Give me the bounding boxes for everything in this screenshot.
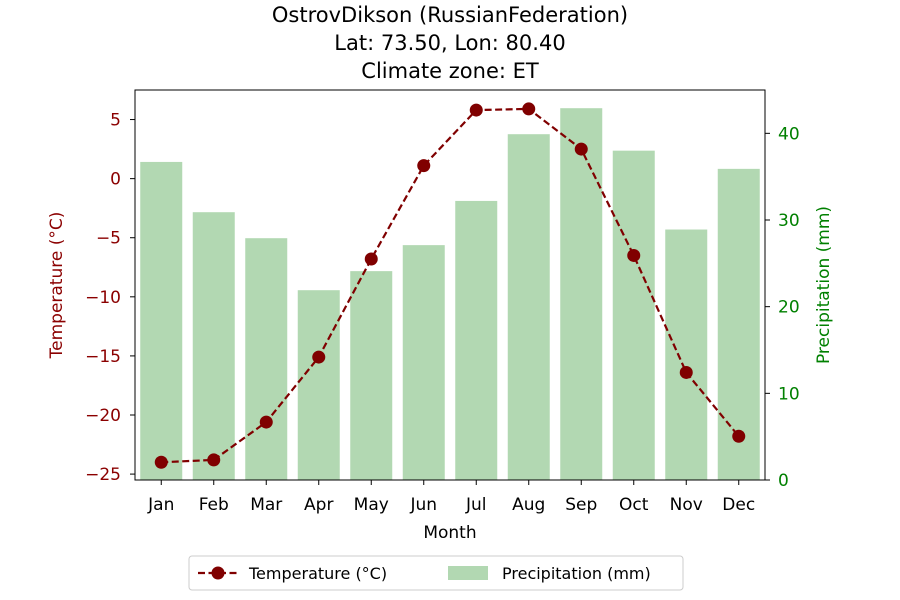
temperature-point-mar bbox=[259, 415, 273, 429]
x-tick-label-feb: Feb bbox=[199, 495, 229, 515]
title-line-1: OstrovDikson (RussianFederation) bbox=[272, 3, 628, 27]
precipitation-bar-nov bbox=[665, 229, 708, 480]
temperature-point-aug bbox=[522, 102, 536, 116]
temperature-point-dec bbox=[732, 429, 746, 443]
right-tick-label: 10 bbox=[778, 384, 800, 404]
x-tick-label-sep: Sep bbox=[565, 495, 597, 515]
legend-temperature-label: Temperature (°C) bbox=[248, 564, 387, 583]
legend-temperature-marker bbox=[211, 566, 225, 580]
precipitation-bar-feb bbox=[192, 212, 235, 480]
left-tick-label: 0 bbox=[110, 170, 121, 190]
left-axis-label: Temperature (°C) bbox=[47, 212, 67, 360]
temperature-point-apr bbox=[312, 350, 326, 364]
x-axis-label: Month bbox=[423, 523, 476, 543]
left-tick-label: −5 bbox=[96, 229, 121, 249]
legend-precipitation-label: Precipitation (mm) bbox=[502, 564, 651, 583]
x-tick-label-dec: Dec bbox=[722, 495, 755, 515]
right-tick-label: 40 bbox=[778, 124, 800, 144]
precipitation-bar-apr bbox=[297, 290, 340, 480]
precipitation-bar-sep bbox=[560, 108, 603, 480]
temperature-point-jul bbox=[469, 103, 483, 117]
x-tick-label-nov: Nov bbox=[670, 495, 703, 515]
title-line-3: Climate zone: ET bbox=[361, 59, 539, 83]
precipitation-bar-jul bbox=[455, 200, 498, 480]
legend: Temperature (°C) Precipitation (mm) bbox=[188, 555, 684, 591]
temperature-point-oct bbox=[627, 248, 641, 262]
precipitation-bar-jan bbox=[140, 161, 183, 480]
temperature-point-sep bbox=[574, 142, 588, 156]
x-tick-label-aug: Aug bbox=[512, 495, 545, 515]
x-tick-label-jul: Jul bbox=[465, 495, 487, 515]
x-tick-label-jun: Jun bbox=[409, 495, 437, 515]
temperature-line bbox=[161, 107, 740, 464]
precipitation-bars bbox=[140, 108, 760, 480]
legend-precipitation-swatch bbox=[448, 566, 488, 580]
precipitation-bar-dec bbox=[717, 168, 760, 480]
x-axis: Jan Feb Mar Apr May Jun Jul Aug Sep Oct Nov Dec bbox=[147, 480, 755, 515]
left-tick-label: −25 bbox=[85, 465, 121, 485]
left-y-axis: 5 0 −5 −10 −15 −20 −25 bbox=[85, 111, 135, 485]
right-axis-label: Precipitation (mm) bbox=[814, 206, 834, 364]
precipitation-bar-jun bbox=[402, 245, 445, 480]
temperature-point-nov bbox=[679, 365, 693, 379]
temperature-series bbox=[154, 102, 746, 469]
temperature-point-jun bbox=[417, 159, 431, 173]
legend-box bbox=[188, 555, 684, 591]
x-tick-label-oct: Oct bbox=[619, 495, 649, 515]
x-tick-label-apr: Apr bbox=[304, 495, 333, 515]
precipitation-bar-mar bbox=[245, 238, 288, 480]
left-tick-label: −15 bbox=[85, 347, 121, 367]
x-tick-label-mar: Mar bbox=[250, 495, 282, 515]
right-tick-label: 30 bbox=[778, 211, 800, 231]
left-tick-label: 5 bbox=[110, 111, 121, 131]
temperature-point-feb bbox=[207, 453, 221, 467]
precipitation-bar-aug bbox=[507, 134, 550, 480]
temperature-point-may bbox=[364, 252, 378, 266]
right-tick-label: 20 bbox=[778, 298, 800, 318]
chart-title: OstrovDikson (RussianFederation) Lat: 73… bbox=[272, 3, 628, 83]
x-tick-label-may: May bbox=[354, 495, 389, 515]
right-tick-label: 0 bbox=[778, 471, 789, 491]
precipitation-bar-oct bbox=[612, 150, 655, 480]
right-y-axis: 0 10 20 30 40 bbox=[765, 124, 800, 491]
temperature-point-jan bbox=[154, 455, 168, 469]
plot-frame bbox=[134, 89, 766, 481]
precipitation-bar-may bbox=[350, 271, 393, 480]
x-tick-label-jan: Jan bbox=[147, 495, 174, 515]
left-tick-label: −20 bbox=[85, 406, 121, 426]
title-line-2: Lat: 73.50, Lon: 80.40 bbox=[334, 31, 565, 55]
left-tick-label: −10 bbox=[85, 288, 121, 308]
